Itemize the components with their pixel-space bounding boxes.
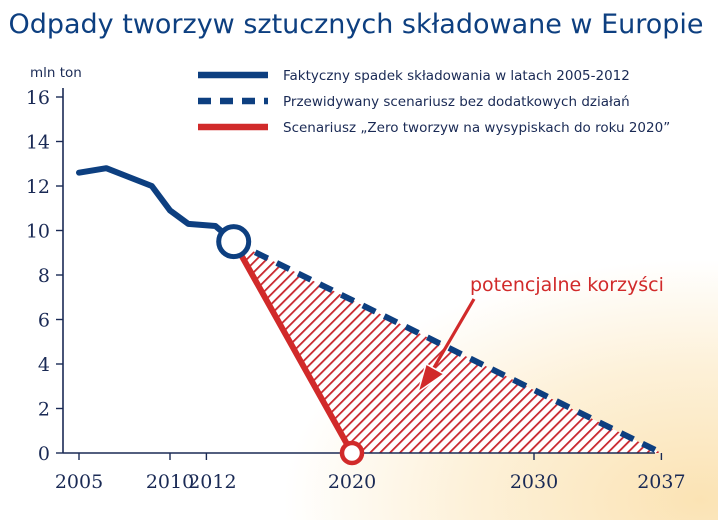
chart-title: Odpady tworzyw sztucznych składowane w E…	[8, 9, 703, 40]
y-tick-label: 16	[26, 87, 50, 109]
actual-decline-line	[76, 165, 237, 245]
legend-label: Scenariusz „Zero tworzyw na wysypiskach …	[283, 120, 670, 136]
y-tick-label: 0	[38, 443, 50, 465]
annotation-arrow-head	[416, 362, 446, 394]
x-tick-label: 2005	[55, 471, 103, 493]
y-axis-label: mln ton	[30, 65, 82, 81]
projected-scenario-line	[232, 238, 663, 456]
annotations: potencjalne korzyści	[416, 274, 664, 394]
y-tick-label: 4	[38, 354, 50, 376]
annotation-label: potencjalne korzyści	[470, 274, 664, 296]
y-axis-ticks: 0 2 4 6 8 10 12 14 16	[26, 87, 63, 465]
series-lines	[76, 165, 663, 456]
end-marker	[339, 440, 365, 466]
x-tick-label: 2020	[328, 471, 376, 493]
x-tick-label: 2037	[637, 471, 685, 493]
legend-label: Przewidywany scenariusz bez dodatkowych …	[283, 94, 630, 110]
y-tick-label: 6	[38, 310, 50, 332]
x-tick-label: 2030	[510, 471, 558, 493]
y-tick-label: 12	[26, 176, 50, 198]
y-tick-label: 2	[38, 399, 50, 421]
y-tick-label: 10	[26, 221, 50, 243]
x-tick-label: 2010	[146, 471, 194, 493]
x-tick-label: 2012	[188, 471, 236, 493]
annotation-arrow-shaft	[430, 298, 476, 372]
legend-label: Faktyczny spadek składowania w latach 20…	[283, 68, 630, 84]
start-marker	[216, 224, 252, 260]
y-tick-label: 14	[26, 132, 50, 154]
markers	[216, 224, 365, 466]
legend: Faktyczny spadek składowania w latach 20…	[198, 68, 670, 136]
zero-landfill-line	[230, 238, 355, 456]
y-tick-label: 8	[38, 265, 50, 287]
